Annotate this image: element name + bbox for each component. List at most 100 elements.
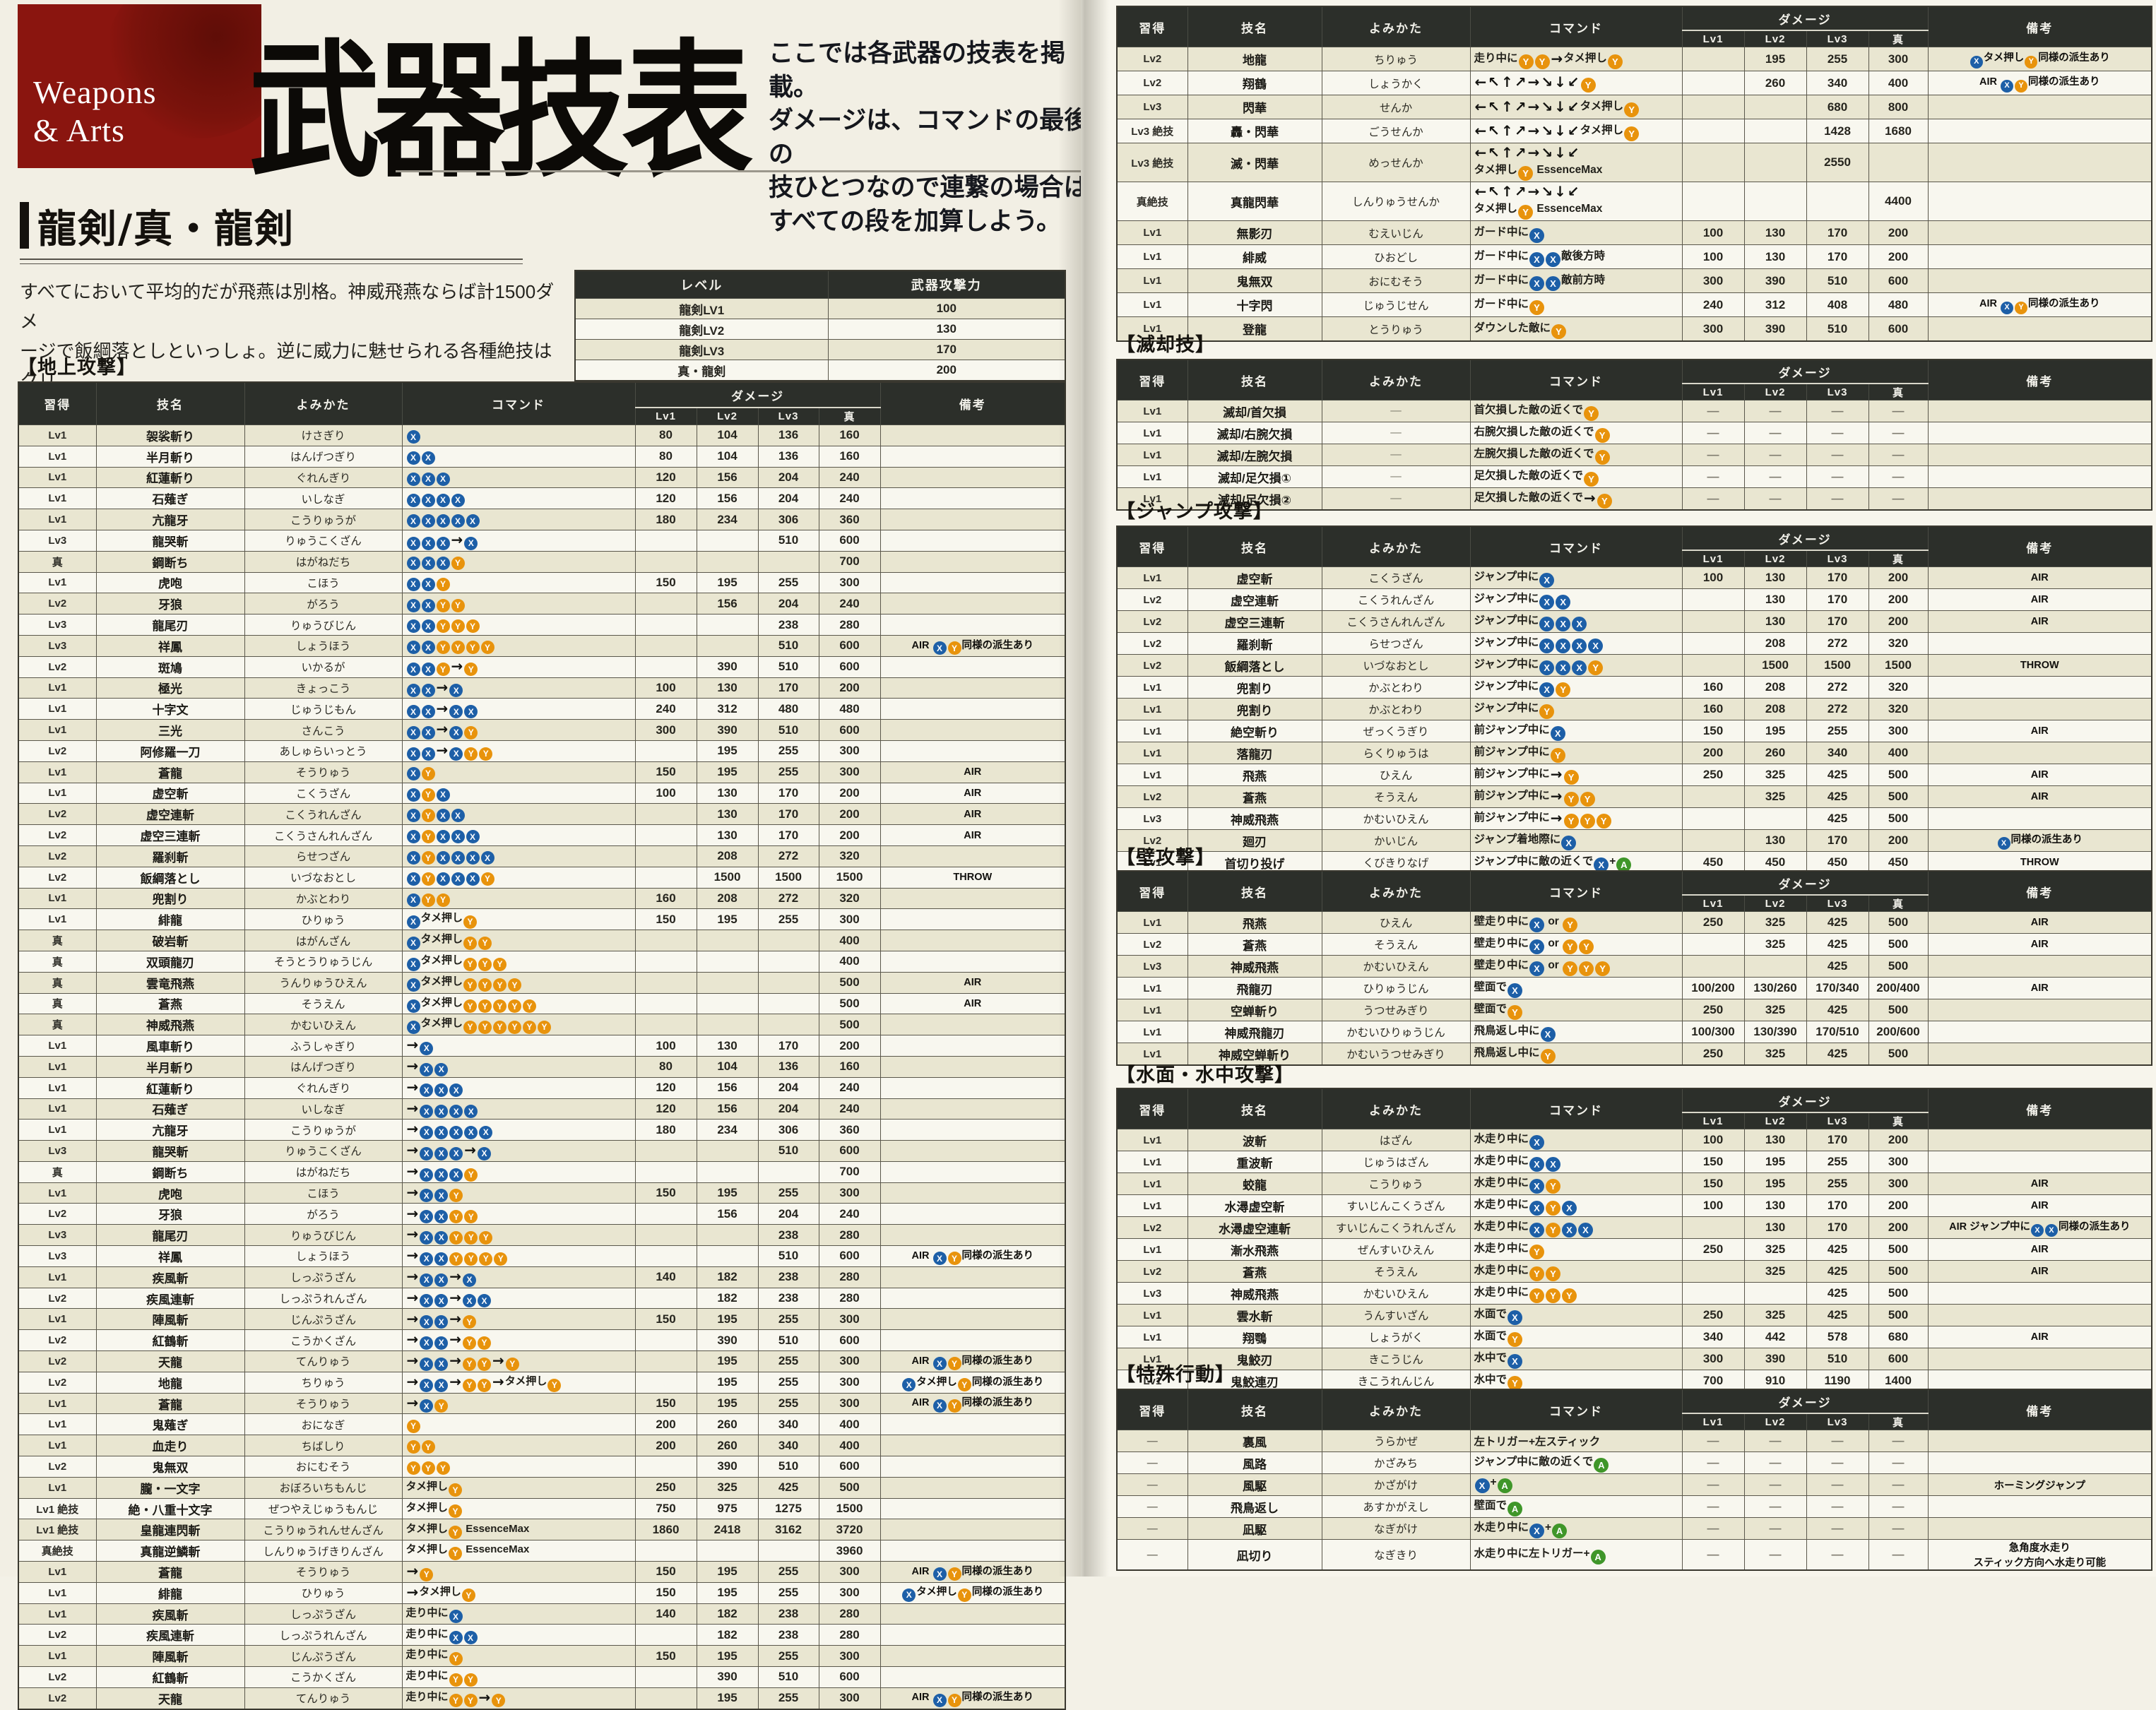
reading-cell: しょうがく (1321, 1326, 1471, 1348)
note-cell (879, 1519, 1066, 1541)
command-cell: → X Y (401, 1392, 636, 1415)
command-cell: X タメ押し Y Y Y (401, 950, 636, 973)
move-name-cell: 亢龍牙 (95, 509, 245, 530)
x-button-icon: X (466, 514, 480, 528)
command-cell: 前ジャンプ中に→ Y (1469, 764, 1683, 786)
command-cell: ← ↖ ↑ ↗ → ↘ ↓ ↙ タメ押し Y EssenceMax (1469, 182, 1683, 221)
x-button-icon: X (420, 1168, 434, 1182)
command-cell: ジャンプ中に敵の近くで A (1469, 1451, 1683, 1474)
damage-lv3-cell: — (1806, 1517, 1869, 1540)
move-row: Lv1 極光 きょっこう X X → X 100 130 170 200 (18, 677, 1066, 699)
arrow-icon: ← (1474, 73, 1487, 90)
move-name-cell: 廻刃 (1187, 829, 1322, 852)
damage-lv1-cell: 250 (1681, 1304, 1745, 1326)
y-button-icon: Y (508, 999, 522, 1014)
x-button-icon: X (420, 1189, 434, 1203)
note-cell (879, 1098, 1066, 1120)
column-header: 備考 (1927, 526, 2152, 567)
arrow-icon: ↘ (1541, 144, 1553, 161)
y-button-icon: Y (464, 663, 478, 677)
reading-cell: そうえん (1321, 1260, 1471, 1283)
damage-lv1-cell (1681, 47, 1745, 71)
command-cell: 壁面で A (1469, 1495, 1683, 1518)
damage-lv2-cell: 325 (1743, 1304, 1807, 1326)
learn-cell: Lv1 (18, 466, 97, 489)
note-cell (879, 1456, 1066, 1478)
y-button-icon: Y (449, 1252, 463, 1266)
column-header: コマンド (1469, 1088, 1683, 1129)
note-cell: AIR (1927, 1172, 2152, 1195)
damage-lv3-cell: 136 (757, 445, 819, 468)
logo-line1: Weapons (33, 74, 157, 110)
y-button-icon: Y (461, 1589, 475, 1603)
arrow-icon: → (1527, 183, 1540, 200)
damage-lv1-cell (634, 803, 697, 826)
damage-shin-cell: 360 (818, 509, 881, 530)
learn-cell: Lv1 (18, 1392, 97, 1415)
damage-lv2-cell: — (1743, 444, 1807, 466)
column-header: 習得 (1116, 6, 1188, 47)
reading-cell: じゅうじもん (244, 698, 403, 720)
y-button-icon: Y (466, 641, 480, 655)
y-button-icon: Y (421, 788, 435, 802)
damage-lv3-cell: 306 (757, 1119, 819, 1141)
page-gutter-shadow (1058, 0, 1109, 1577)
damage-lv3-cell: 2550 (1806, 143, 1869, 182)
x-button-icon: X (434, 1315, 449, 1329)
damage-lv3-cell: 340 (757, 1413, 819, 1436)
move-row: Lv2 蒼燕 そうえん 水走り中に Y Y 325 425 500 AIR (1116, 1260, 2152, 1283)
move-row: Lv1 紅蓮斬り ぐれんぎり → X X X 120 156 204 240 (18, 1076, 1066, 1099)
damage-lv3-cell: 578 (1806, 1326, 1869, 1348)
learn-cell: 真 (18, 930, 97, 951)
damage-shin-cell: 300 (818, 1371, 881, 1394)
damage-lv2-cell: 195 (696, 1371, 759, 1394)
y-button-icon: Y (478, 1357, 492, 1371)
damage-lv1-cell (634, 1287, 697, 1310)
a-button-icon: A (1590, 1550, 1606, 1564)
x-button-icon: X (932, 1567, 947, 1581)
column-header: ダメージ (1681, 6, 1929, 31)
reading-cell: おにむそう (244, 1456, 403, 1478)
damage-lv2-cell: — (1743, 1517, 1807, 1540)
column-header: 備考 (1927, 359, 2152, 400)
y-button-icon: Y (478, 1336, 492, 1350)
damage-lv3-cell: 510 (757, 1329, 819, 1352)
reading-cell: いづなおとし (1321, 654, 1471, 677)
y-button-icon: Y (480, 641, 494, 655)
damage-lv1-cell: 250 (1681, 764, 1745, 786)
move-name-cell: 翔鶴 (1187, 71, 1322, 95)
damage-lv1-cell (634, 529, 697, 552)
y-button-icon: Y (1580, 792, 1595, 807)
note-cell (879, 1603, 1066, 1625)
command-cell: 前ジャンプ中に→ Y Y (1469, 785, 1683, 808)
note-cell (879, 1055, 1066, 1078)
damage-lv1-cell: 150 (634, 1645, 697, 1668)
damage-shin-cell: 300 (818, 1182, 881, 1204)
x-button-icon: X (451, 493, 465, 507)
y-button-icon: Y (421, 766, 435, 780)
x-button-icon: X (451, 514, 465, 528)
move-name-cell: 虚空斬 (95, 782, 245, 804)
damage-shin-cell: 200/600 (1868, 1021, 1929, 1043)
attack-power-cell: 100 (827, 298, 1066, 319)
move-row: — 凪駆 なぎがけ 水走り中に X + A — — — — (1116, 1517, 2152, 1540)
damage-lv2-cell: 260 (696, 1435, 759, 1457)
damage-lv2-cell: 260 (1743, 71, 1807, 95)
damage-lv2-cell: 195 (1743, 1151, 1807, 1173)
move-row: Lv1 滅却/左腕欠損 — 左腕欠損した敵の近くで Y — — — — (1116, 444, 2152, 466)
learn-cell: Lv2 (1116, 829, 1188, 852)
note-cell: AIR (1927, 977, 2152, 999)
note-cell: AIR (879, 782, 1066, 804)
command-cell: 水走り中に X + A (1469, 1517, 1683, 1540)
move-row: Lv1 陣風斬 じんぷうざん 走り中に Y 150 195 255 300 (18, 1645, 1066, 1668)
damage-lv3-cell: 170 (1806, 829, 1869, 852)
damage-lv1-cell (634, 655, 697, 678)
damage-shin-cell: 1500 (1868, 654, 1929, 677)
move-row: Lv2 虚空三連斬 こくうさんれんざん ジャンプ中に X X X 130 170 200 AIR (1116, 610, 2152, 633)
x-button-icon: X (1508, 983, 1523, 998)
reading-cell: — (1321, 444, 1471, 466)
y-button-icon: Y (1562, 1288, 1577, 1303)
arrow-icon: ↓ (1554, 73, 1566, 90)
reading-cell: しっぷうれんざん (244, 1624, 403, 1646)
